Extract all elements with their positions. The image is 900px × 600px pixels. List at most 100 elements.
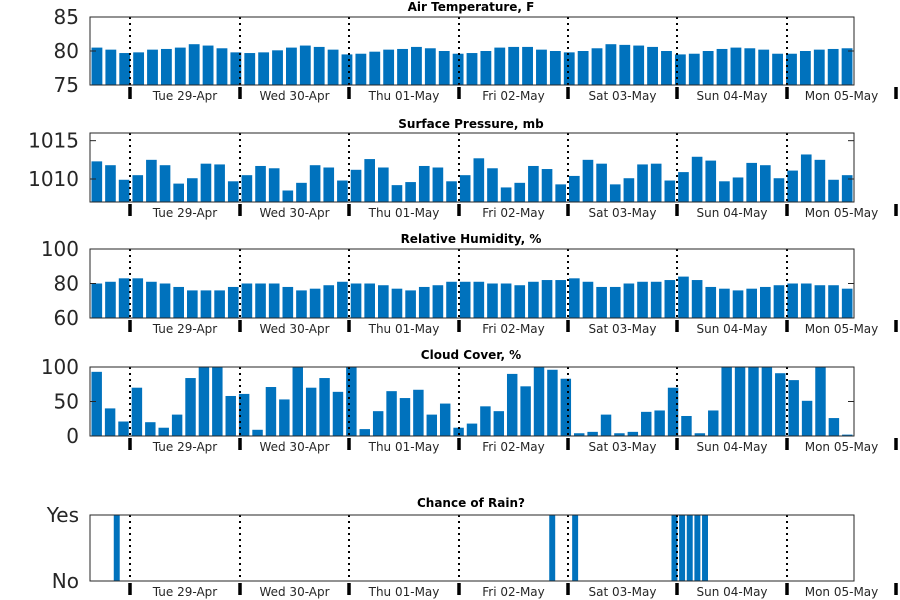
air-temperature-bar: [355, 53, 367, 85]
cloud-cover-bar: [386, 391, 397, 436]
chance-of-rain-bar: [671, 515, 678, 581]
x-tick-label: Sat 03-May: [589, 440, 657, 454]
surface-pressure-y-tick-label: 1015: [28, 129, 79, 153]
air-temperature-bar: [313, 46, 325, 85]
air-temperature-bar: [536, 49, 547, 85]
surface-pressure-bar: [214, 164, 225, 202]
relative-humidity-bar: [241, 283, 253, 318]
chance-of-rain-title: Chance of Rain?: [417, 496, 525, 510]
air-temperature-bar: [230, 52, 242, 85]
surface-pressure-bar: [555, 184, 566, 202]
x-tick-label: Wed 30-Apr: [259, 585, 329, 599]
relative-humidity-panel: Relative Humidity, % 60 80 100 Tue 29-Apr We…: [41, 232, 898, 336]
cloud-cover-bar: [426, 414, 438, 436]
surface-pressure-bar: [746, 162, 757, 202]
x-tick-label: Tue 29-Apr: [152, 322, 217, 336]
x-tick-label: Tue 29-Apr: [152, 585, 217, 599]
surface-pressure-bar: [418, 165, 430, 202]
cloud-cover-bar: [761, 367, 773, 436]
surface-pressure-bar: [582, 159, 594, 202]
cloud-cover-bar: [332, 391, 344, 436]
x-tick-label: Thu 01-May: [368, 322, 440, 336]
relative-humidity-bar: [159, 283, 171, 318]
air-temperature-bar: [438, 51, 450, 85]
relative-humidity-bar: [841, 288, 853, 318]
surface-pressure-bar: [146, 159, 157, 202]
surface-pressure-bar: [323, 167, 335, 202]
air-temperature-bar: [702, 51, 714, 85]
air-temperature-bar: [605, 44, 617, 85]
relative-humidity-bar: [500, 283, 512, 318]
cloud-cover-bar: [372, 411, 384, 436]
surface-pressure-bar: [569, 175, 580, 202]
x-tick-label: Sat 03-May: [589, 206, 657, 220]
air-temperature-bar: [494, 47, 506, 85]
air-temperature-title: Air Temperature, F: [408, 0, 535, 14]
x-tick-label: Wed 30-Apr: [259, 322, 329, 336]
cloud-cover-y-tick-label: 100: [41, 355, 79, 379]
x-tick-label: Wed 30-Apr: [259, 440, 329, 454]
relative-humidity-bar: [91, 283, 103, 318]
air-temperature-bar: [730, 47, 742, 85]
air-temperature-bar: [772, 53, 784, 85]
relative-humidity-bar: [773, 285, 785, 318]
surface-pressure-bar: [173, 183, 184, 202]
relative-humidity-bar: [337, 281, 348, 318]
cloud-cover-bar: [694, 433, 706, 436]
surface-pressure-y-tick-label: 1010: [28, 167, 79, 191]
surface-pressure-bar: [596, 163, 607, 202]
relative-humidity-bar: [214, 290, 225, 318]
surface-pressure-panel: Surface Pressure, mb 1010 1015 Tue 29-Apr W…: [28, 117, 898, 220]
relative-humidity-bar: [200, 290, 212, 318]
surface-pressure-bar: [282, 190, 294, 202]
surface-pressure-bar: [500, 187, 512, 202]
air-temperature-bar: [827, 48, 839, 85]
air-temperature-bar: [105, 49, 117, 85]
air-temperature-y-tick-label: 75: [54, 73, 79, 97]
relative-humidity-bar: [650, 281, 662, 318]
cloud-cover-title: Cloud Cover, %: [421, 348, 521, 362]
x-tick-label: Mon 05-May: [805, 89, 879, 103]
relative-humidity-bar: [691, 280, 703, 318]
relative-humidity-bar: [364, 283, 375, 318]
x-tick-label: Sat 03-May: [589, 89, 657, 103]
relative-humidity-bar: [459, 281, 471, 318]
cloud-cover-bar: [118, 421, 129, 436]
relative-humidity-bar: [582, 281, 594, 318]
cloud-cover-bar: [614, 433, 625, 436]
surface-pressure-bar: [664, 180, 676, 202]
surface-pressure-bar: [637, 164, 648, 202]
x-tick-label: Thu 01-May: [368, 585, 440, 599]
cloud-cover-bar: [466, 423, 478, 436]
air-temperature-bar: [424, 48, 436, 85]
chance-of-rain-axes-box: [89, 514, 855, 582]
cloud-cover-bar: [145, 422, 156, 436]
relative-humidity-bar: [569, 278, 580, 318]
cloud-cover-bar: [681, 415, 692, 436]
air-temperature-bar: [563, 52, 575, 85]
air-temperature-bar: [174, 47, 186, 85]
relative-humidity-bar: [555, 280, 566, 318]
surface-pressure-bar: [105, 165, 116, 202]
surface-pressure-bar: [541, 169, 553, 202]
cloud-cover-bar: [346, 367, 357, 436]
surface-pressure-bar: [296, 182, 307, 202]
cloud-cover-bar: [667, 387, 679, 436]
cloud-cover-bar: [212, 367, 223, 436]
relative-humidity-bar: [350, 283, 362, 318]
relative-humidity-bar: [405, 290, 416, 318]
relative-humidity-bar: [800, 283, 812, 318]
cloud-cover-bar: [238, 393, 250, 436]
air-temperature-bar: [91, 47, 103, 85]
x-tick-label: Fri 02-May: [482, 585, 545, 599]
surface-pressure-bar: [487, 168, 498, 202]
cloud-cover-bar: [627, 431, 639, 436]
cloud-cover-bar: [748, 367, 759, 436]
relative-humidity-bar: [173, 286, 184, 318]
cloud-cover-bar: [493, 411, 505, 436]
relative-humidity-bar: [418, 286, 430, 318]
surface-pressure-bar: [255, 165, 266, 202]
relative-humidity-bar: [732, 290, 744, 318]
surface-pressure-bar: [432, 167, 444, 202]
